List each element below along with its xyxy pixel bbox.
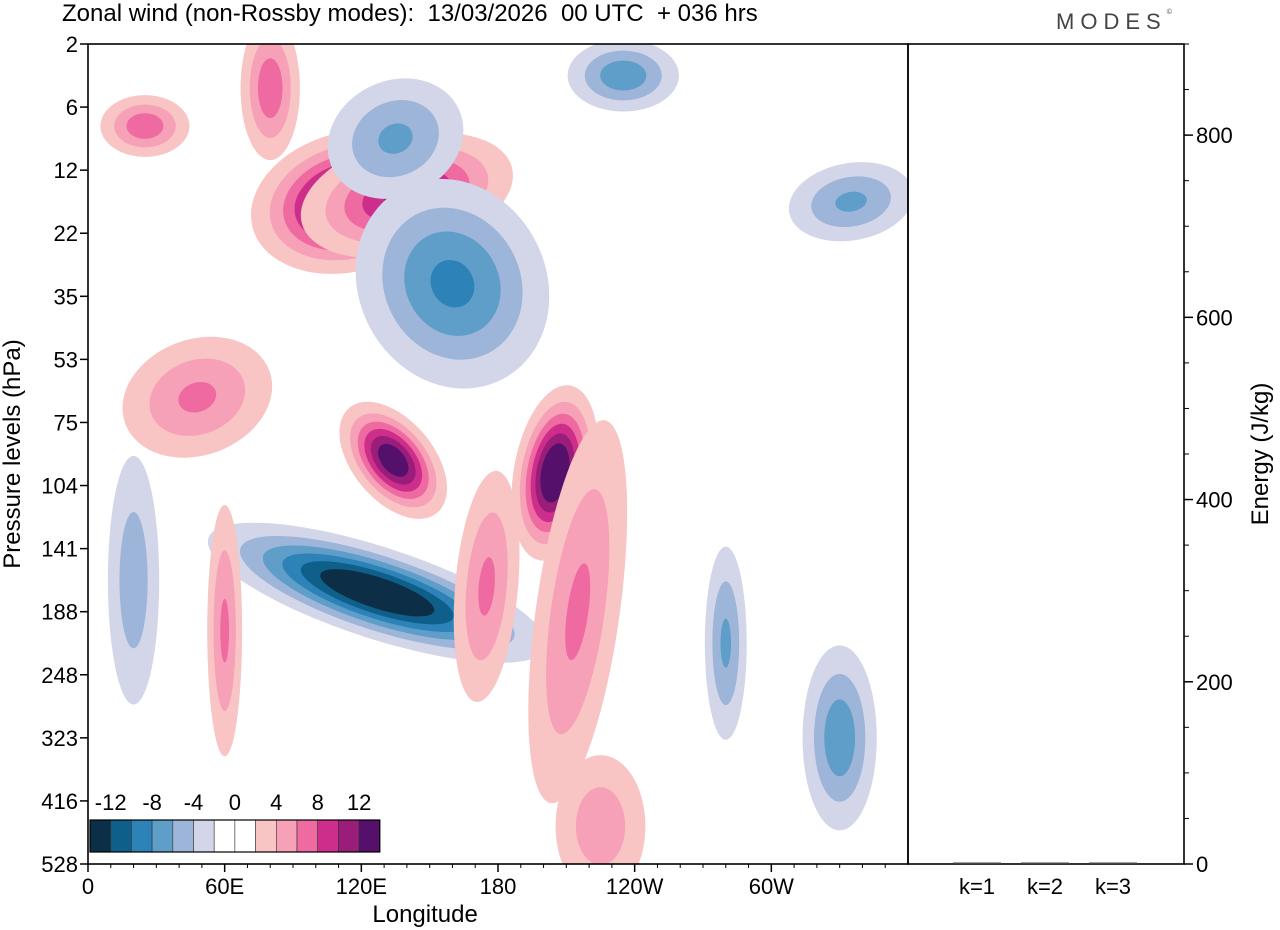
feature-8 xyxy=(453,470,520,703)
heatmap-field xyxy=(100,44,908,864)
energy-tick-label: 200 xyxy=(1196,670,1233,695)
legend-swatch xyxy=(89,819,112,853)
energy-tick-label: 800 xyxy=(1196,123,1233,148)
legend-label: -8 xyxy=(142,790,162,815)
contour-band xyxy=(220,598,230,663)
legend-label: -4 xyxy=(184,790,204,815)
legend-swatch xyxy=(151,819,174,853)
legend-label: 8 xyxy=(312,790,324,815)
y-tick-label: 35 xyxy=(54,284,78,309)
energy-axis-title: Energy (J/kg) xyxy=(1247,383,1274,526)
feature-18 xyxy=(240,44,300,161)
legend-swatch xyxy=(213,819,236,853)
y-tick-label: 2 xyxy=(66,32,78,57)
legend-border xyxy=(89,819,381,853)
legend-swatch xyxy=(131,819,153,853)
energy-bar xyxy=(1089,862,1137,864)
energy-category-label: k=2 xyxy=(1027,874,1063,899)
contour-band xyxy=(575,787,626,864)
energy-bars: 0 200 400 600 800 Energy (J/kg) k=1 k=2 k=3 xyxy=(953,43,1274,899)
feature-7 xyxy=(528,420,628,804)
contour-band xyxy=(600,60,647,91)
modes-logo: MODES© xyxy=(1056,9,1172,35)
y-tick-label: 104 xyxy=(41,474,78,499)
legend-label: -12 xyxy=(95,790,127,815)
legend-swatch xyxy=(317,819,339,853)
energy-category-label: k=3 xyxy=(1095,874,1131,899)
legend-swatch xyxy=(338,819,360,853)
feature-11 xyxy=(567,44,679,112)
feature-16 xyxy=(555,755,646,864)
contour-band xyxy=(546,456,564,490)
y-tick-label: 22 xyxy=(54,221,78,246)
y-tick-label: 323 xyxy=(41,726,78,751)
y-tick-label: 53 xyxy=(54,347,78,372)
legend-swatch xyxy=(172,819,194,853)
x-tick-label: 0 xyxy=(82,874,94,899)
feature-15 xyxy=(207,504,243,757)
legend-swatch xyxy=(358,819,381,853)
x-tick-label: 180 xyxy=(480,874,517,899)
legend-swatch xyxy=(275,819,298,853)
contour-band xyxy=(478,557,495,616)
feature-3 xyxy=(327,78,464,199)
y-tick-label: 6 xyxy=(66,95,78,120)
feature-2 xyxy=(355,178,550,389)
energy-tick-label: 400 xyxy=(1196,488,1233,513)
feature-9 xyxy=(100,95,190,157)
x-tick-label: 60W xyxy=(749,874,794,899)
x-tick-label: 60E xyxy=(205,874,244,899)
contour-band xyxy=(119,511,148,649)
x-axis-title: Longitude xyxy=(372,901,477,928)
y-tick-label: 188 xyxy=(41,600,78,625)
legend-swatch xyxy=(234,819,256,853)
energy-bar xyxy=(953,862,1001,864)
contour-band xyxy=(835,191,867,212)
contour-band xyxy=(720,618,732,668)
legend-label: 0 xyxy=(229,790,241,815)
feature-14 xyxy=(107,455,160,705)
colorbar-legend: -12 -8 -4 0 4 8 12 xyxy=(89,790,381,853)
contour-band xyxy=(378,443,409,477)
feature-17 xyxy=(704,546,747,740)
legend-label: 4 xyxy=(270,790,282,815)
contour-band xyxy=(378,123,413,154)
contour-band xyxy=(565,563,591,661)
feature-10 xyxy=(122,336,273,458)
contour-band xyxy=(178,381,217,413)
energy-tick-label: 600 xyxy=(1196,305,1233,330)
y-tick-label: 528 xyxy=(41,852,78,877)
legend-swatch xyxy=(193,819,215,853)
feature-13 xyxy=(802,645,877,831)
y-axis-title: Pressure levels (hPa) xyxy=(0,339,26,568)
contour-band xyxy=(257,58,283,119)
y-tick-label: 75 xyxy=(54,410,78,435)
y-tick-label: 416 xyxy=(41,789,78,814)
legend-label: 12 xyxy=(347,790,371,815)
logo-mark: © xyxy=(1166,9,1172,16)
contour-band xyxy=(126,113,164,139)
logo-text: MODES xyxy=(1056,9,1167,34)
y-tick-label: 248 xyxy=(41,663,78,688)
bar-panel-frame xyxy=(907,43,1185,865)
legend-swatch xyxy=(296,819,319,853)
legend-swatch xyxy=(255,819,277,853)
energy-bar xyxy=(1021,862,1069,864)
y-tick-label: 12 xyxy=(54,158,78,183)
x-tick-label: 120W xyxy=(606,874,664,899)
energy-tick-label: 0 xyxy=(1196,852,1208,877)
chart-title: Zonal wind (non-Rossby modes): 13/03/202… xyxy=(62,0,758,27)
legend-swatch xyxy=(110,819,132,853)
x-tick-label: 120E xyxy=(336,874,387,899)
contour-band xyxy=(344,579,410,607)
contour-band xyxy=(430,259,475,308)
contour-band xyxy=(824,699,856,777)
y-tick-label: 141 xyxy=(41,537,78,562)
feature-5 xyxy=(339,401,448,519)
feature-12 xyxy=(788,162,908,242)
energy-category-label: k=1 xyxy=(959,874,995,899)
